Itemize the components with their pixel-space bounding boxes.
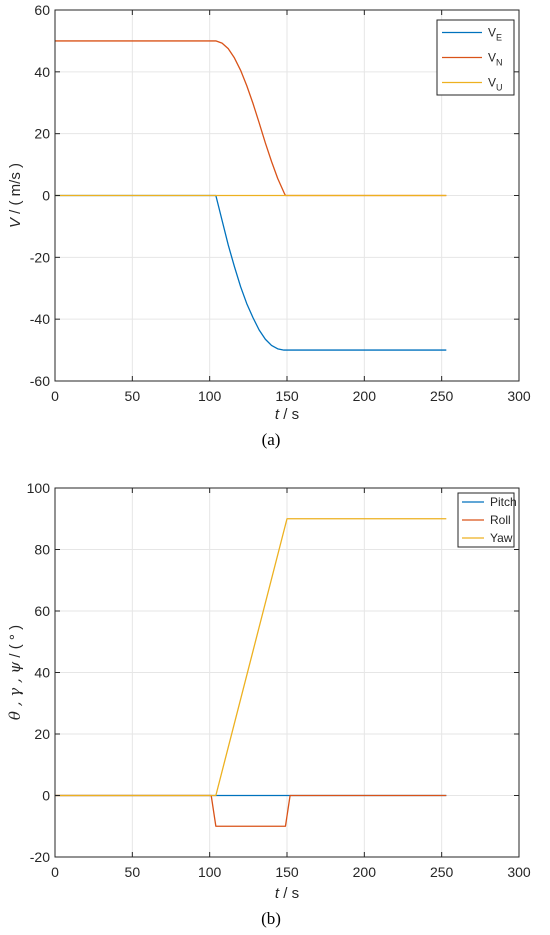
panel-b-legend-entry-name: Roll [490,513,511,527]
panel-b-series-line-yaw [55,518,447,797]
panel-b-y-axis-label-unit: / ( ° ) [7,625,24,662]
panel-a-y-tick-label: 20 [34,126,50,142]
panel-b-legend-entry: Roll [490,513,511,527]
panel-a-caption: (a) [262,430,281,449]
panel-a-legend-entry-name: V [488,51,496,65]
panel-b-legend-entry-name: Pitch [490,495,517,509]
panel-b-x-tick-label: 300 [507,864,531,880]
panel-b-x-axis-label: t / s [275,885,299,902]
panel-b-y-axis-label-var: θ , γ , ψ [6,661,24,720]
panel-a-y-tick-label: -20 [30,249,50,265]
panel-b-legend-entry: Pitch [490,495,517,509]
panel-a-x-tick-label: 200 [353,388,377,404]
panel-a-x-tick-label: 100 [198,388,222,404]
panel-b-x-axis-label-var: t [275,885,280,902]
panel-b-legend-entry-name: Yaw [490,531,513,545]
panel-b-y-tick-label: 0 [42,788,50,804]
panel-a-series-line-v-n [55,40,447,197]
panel-b-legend: Pitch Roll Yaw [457,492,517,548]
panel-a-legend-entry: VE [488,26,502,43]
panel-a-y-tick-label: 40 [34,64,50,80]
panel-a-x-tick-label: 150 [275,388,299,404]
panel-a-legend-entry: VN [488,51,503,68]
panel-b-x-tick-label: 100 [198,864,222,880]
panel-a-x-tick-label: 0 [51,388,59,404]
panel-b-x-tick-label: 250 [430,864,454,880]
panel-a-x-axis-label-var: t [275,406,280,423]
panel-a-legend-entry-subscript: U [496,83,503,93]
panel-b-x-tick-label: 0 [51,864,59,880]
panel-a-x-tick-label: 50 [125,388,141,404]
panel-b-y-tick-label: 20 [34,726,50,742]
panel-b-y-tick-label: 40 [34,665,50,681]
panel-b-x-tick-label: 50 [125,864,141,880]
panel-a-y-tick-label: 60 [34,2,50,18]
panel-a-y-tick-label: -60 [30,373,50,389]
panel-a-y-tick-label: 0 [42,188,50,204]
panel-a-legend-entry-subscript: N [496,58,503,68]
panel-b-caption: (b) [261,909,281,928]
panel-a-legend-entry-name: V [488,26,496,40]
panel-b-y-tick-label: -20 [30,849,50,865]
panel-b-y-axis-label: θ , γ , ψ / ( ° ) [6,625,24,720]
panel-a-y-tick-label: -40 [30,311,50,327]
panel-a-x-tick-label: 300 [507,388,531,404]
panel-b-x-axis-label-unit: / s [279,885,299,902]
panel-b-x-tick-label: 200 [353,864,377,880]
panel-a-legend-entry-subscript: E [496,33,502,43]
panel-a-legend-entry-name: V [488,76,496,90]
panel-b-legend-entry: Yaw [490,531,513,545]
panel-b-y-tick-label: 100 [27,480,51,496]
panel-b-x-tick-label: 150 [275,864,299,880]
panel-a-x-tick-label: 250 [430,388,454,404]
panel-a-series-line-v-e [55,194,447,351]
panel-a-y-axis-label: V / ( m/s ) [7,163,24,228]
panel-a-y-axis-label-unit: / ( m/s ) [7,163,24,218]
panel-b-y-tick-label: 80 [34,542,50,558]
panel-b-y-tick-label: 60 [34,603,50,619]
panel-a-chart: 0 50 100 150 200 250 300 -60 -40 -20 0 20 40 60 t / s V… [7,2,531,423]
panel-a-y-axis-label-var: V [7,216,24,228]
panel-a-x-axis-label-unit: / s [279,406,299,423]
panel-a-x-axis-label: t / s [275,406,299,423]
panel-a-legend-entry: VU [488,76,503,93]
